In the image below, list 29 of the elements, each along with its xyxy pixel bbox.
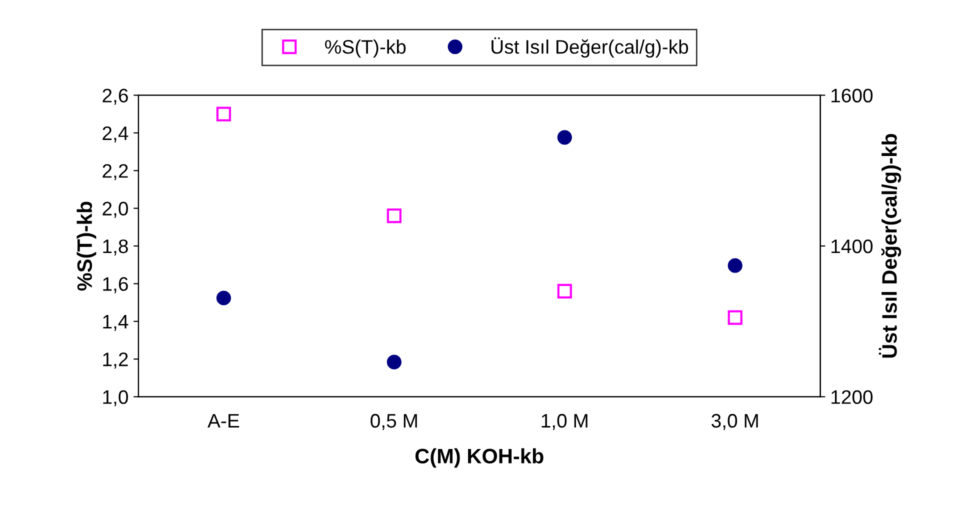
y2-tick-label: 1200: [832, 390, 873, 404]
point: [557, 130, 572, 145]
y-tick-label: 1,6: [103, 277, 128, 294]
point: [728, 310, 742, 325]
legend-label: Üst Isıl Değer(cal/g)-kb: [492, 37, 688, 58]
point: [216, 106, 232, 122]
x-tick-label: A-E: [208, 414, 240, 428]
y2-tick-label: 1400: [832, 239, 873, 254]
y-axis-title: %S(T)-kb: [76, 202, 96, 291]
point: [216, 290, 232, 306]
y-tick-label: 1,4: [103, 315, 128, 331]
y-tick-label: 2,6: [102, 88, 128, 105]
x-tick-label: 1,0 M: [542, 414, 588, 430]
y2-axis-title: Üst Isıl Değer(cal/g)-kb: [878, 134, 902, 358]
y-tick-label: 1,2: [103, 352, 128, 369]
y2-tick-label: 1600: [832, 88, 873, 102]
x-axis-title: C(M) KOH-kb: [415, 448, 544, 468]
legend-label: %S(T)-kb: [325, 40, 406, 58]
y-tick-label: 1,0: [103, 390, 128, 406]
y-tick-label: 2,0: [102, 202, 128, 218]
y-tick-label: 2,2: [102, 164, 128, 180]
point: [728, 258, 742, 273]
y-tick-label: 2,4: [102, 126, 128, 142]
x-tick-label: 0,5 M: [370, 414, 417, 430]
point: [386, 354, 402, 370]
y-tick-label: 1,8: [103, 239, 128, 256]
point: [386, 208, 402, 224]
x-tick-label: 3,0 M: [712, 414, 758, 430]
point: [557, 284, 572, 299]
